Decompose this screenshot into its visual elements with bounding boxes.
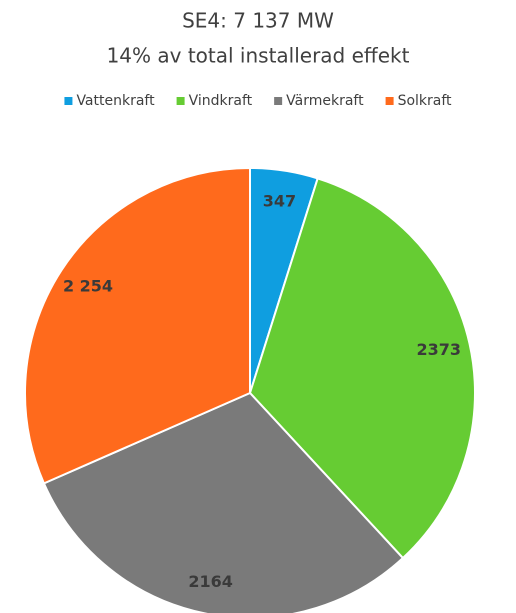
legend-swatch — [385, 97, 394, 105]
chart-subtitle: 14% av total installerad effekt — [107, 44, 410, 68]
pie-slice — [248, 177, 476, 560]
legend-label: Värmekraft — [286, 93, 364, 109]
legend-swatch — [64, 97, 73, 105]
legend-label: Solkraft — [398, 93, 452, 109]
value-label: 2373 — [417, 340, 462, 359]
value-label: 2164 — [188, 572, 233, 591]
legend-swatch — [274, 97, 283, 105]
value-label: 347 — [263, 191, 296, 210]
legend-swatch — [176, 97, 185, 105]
legend-label: Vindkraft — [189, 93, 253, 109]
pie-slice — [24, 166, 251, 485]
pie-slice — [42, 391, 405, 613]
value-label: 2 254 — [63, 277, 113, 296]
legend-label: Vattenkraft — [76, 93, 155, 109]
chart-title: SE4: 7 137 MW — [182, 9, 334, 33]
